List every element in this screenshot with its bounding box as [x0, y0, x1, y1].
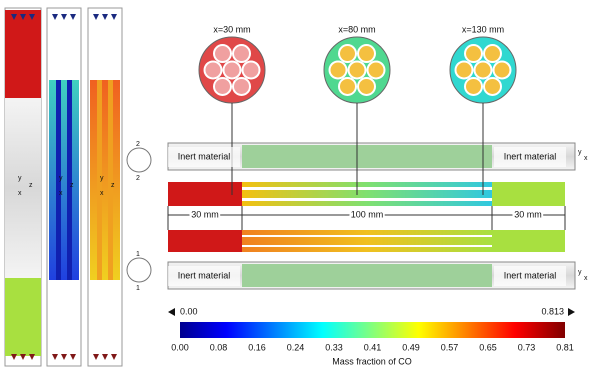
- colorbar-tick: 0.16: [248, 342, 266, 352]
- arrow-in: [20, 14, 26, 20]
- min-arrow: [168, 308, 175, 316]
- colorbar-tick: 0.73: [518, 342, 536, 352]
- colorbar-tick: 0.41: [364, 342, 382, 352]
- range-min: 0.00: [180, 306, 198, 316]
- cross-sections: x=30 mm x=80 mm x=130 mm: [198, 24, 517, 104]
- axis-letter: 1: [136, 251, 140, 258]
- tube-core: [368, 62, 384, 78]
- tube-core: [456, 62, 472, 78]
- inert-label: Inert material: [504, 151, 557, 161]
- profile-2: [168, 230, 565, 252]
- arrow-in: [111, 14, 117, 20]
- dimension: 30 mm: [191, 209, 219, 219]
- dimension-lines: [167, 103, 566, 230]
- inert-label: Inert material: [178, 270, 231, 280]
- axis-letter: x: [584, 155, 588, 162]
- axis-letter: z: [111, 182, 115, 189]
- axis-letter: y: [59, 175, 63, 182]
- profile-1: [168, 182, 565, 206]
- axis-letter: 1: [136, 285, 140, 292]
- axis-letter: x: [59, 190, 63, 197]
- arrow-in: [102, 14, 108, 20]
- arrow-in: [52, 14, 58, 20]
- icon-bottom: [126, 257, 152, 283]
- arrow-in: [70, 14, 76, 20]
- axis-letter: y: [100, 175, 104, 182]
- colorbar-tick: 0.08: [210, 342, 228, 352]
- axis-letter: x: [584, 275, 588, 282]
- arrow-in: [11, 14, 17, 20]
- tube-core: [466, 46, 481, 62]
- arrow-out: [93, 354, 99, 360]
- inert-label: Inert material: [504, 270, 557, 280]
- colorbar-tick: 0.24: [287, 342, 305, 352]
- tube-core: [224, 62, 240, 78]
- axis-letter: y: [18, 175, 22, 182]
- arrow-out: [11, 354, 17, 360]
- dimension: 30 mm: [514, 209, 542, 219]
- section-label: x=130 mm: [462, 24, 504, 34]
- arrow-in: [61, 14, 67, 20]
- axis-letter: y: [578, 269, 582, 276]
- arrow-in: [29, 14, 35, 20]
- tube-core: [234, 46, 249, 62]
- axis-letter: 2: [136, 141, 140, 148]
- colorbar-tick: 0.49: [402, 342, 420, 352]
- arrow-out: [29, 354, 35, 360]
- section-label: x=30 mm: [213, 24, 250, 34]
- colorbar: [180, 322, 565, 338]
- axis-letter: y: [578, 149, 582, 156]
- colorbar-tick: 0.00: [171, 342, 189, 352]
- tube-core: [494, 62, 510, 78]
- colorbar-tick: 0.57: [441, 342, 459, 352]
- arrow-out: [102, 354, 108, 360]
- axis-letter: z: [29, 182, 33, 189]
- colorbar-ticks: 0.00 0.08 0.16 0.24 0.33 0.41 0.49 0.57 0.65 0.73…: [171, 342, 574, 352]
- section-label: x=80 mm: [338, 24, 375, 34]
- tube-core: [215, 78, 230, 94]
- colorbar-title: Mass fraction of CO: [332, 356, 412, 366]
- tube-core: [340, 78, 355, 94]
- tube-core: [340, 46, 355, 62]
- tube-core: [215, 46, 230, 62]
- column-3: [87, 7, 123, 367]
- axis-letter: z: [70, 182, 74, 189]
- axis-letter: 2: [136, 175, 140, 182]
- arrow-out: [61, 354, 67, 360]
- tube-core: [349, 62, 365, 78]
- axis-letter: x: [100, 190, 104, 197]
- axis-letter: x: [18, 190, 22, 197]
- tube-core: [475, 62, 491, 78]
- max-arrow: [568, 308, 575, 316]
- tube-core: [485, 78, 500, 94]
- colorbar-tick: 0.33: [325, 342, 343, 352]
- column-1: [4, 7, 42, 367]
- tube-core: [359, 78, 374, 94]
- icon-top: [126, 147, 152, 173]
- colorbar-tick: 0.65: [479, 342, 497, 352]
- column-2: [46, 7, 82, 367]
- tube-core: [243, 62, 259, 78]
- tube-core: [485, 46, 500, 62]
- inert-label: Inert material: [178, 151, 231, 161]
- tube-core: [330, 62, 346, 78]
- range-max: 0.813: [541, 306, 564, 316]
- tube-core: [205, 62, 221, 78]
- colorbar-tick: 0.81: [556, 342, 574, 352]
- dimension: 100 mm: [351, 209, 384, 219]
- arrow-out: [70, 354, 76, 360]
- tube-core: [234, 78, 249, 94]
- arrow-out: [20, 354, 26, 360]
- arrow-out: [52, 354, 58, 360]
- flow-arrows: [11, 14, 117, 360]
- tube-core: [359, 46, 374, 62]
- tube-core: [466, 78, 481, 94]
- arrow-out: [111, 354, 117, 360]
- arrow-in: [93, 14, 99, 20]
